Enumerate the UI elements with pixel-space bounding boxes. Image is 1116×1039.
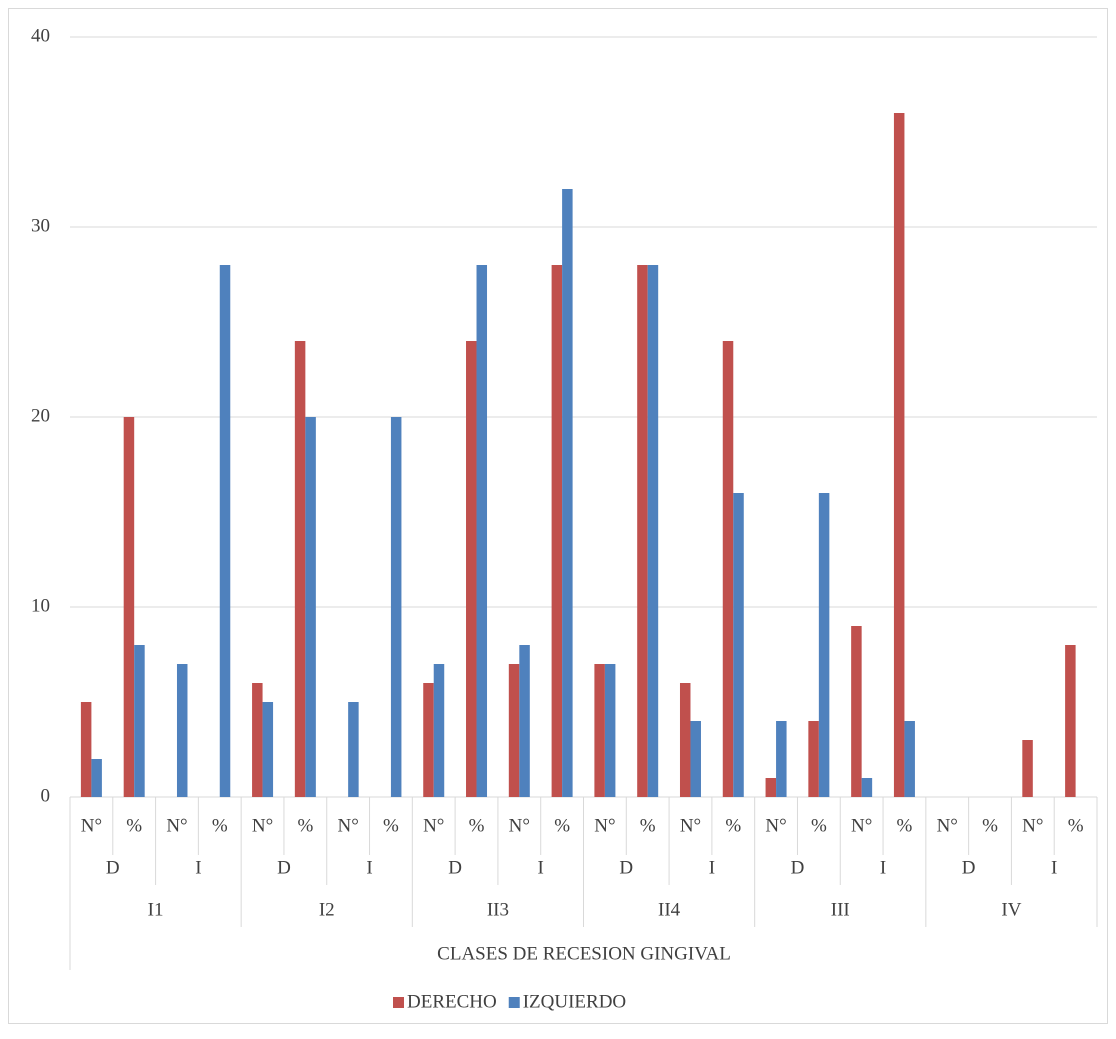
bar [647, 265, 659, 797]
x-tick-label: N° [765, 815, 786, 836]
x-tick-label: N° [594, 815, 615, 836]
bar [508, 664, 520, 797]
x-subgroup-label: D [448, 857, 462, 878]
x-subgroup-label: I [709, 857, 715, 878]
x-group-label: II3 [487, 899, 509, 920]
x-tick-label: N° [423, 815, 444, 836]
x-tick-label: N° [337, 815, 358, 836]
x-group-label: I1 [148, 899, 164, 920]
x-subgroup-label: I [366, 857, 372, 878]
x-subgroup-label: D [277, 857, 291, 878]
x-tick-label: % [897, 815, 913, 836]
legend-label: DERECHO [407, 991, 497, 1012]
bar [776, 721, 787, 797]
bar [1065, 645, 1076, 797]
x-subgroup-label: D [619, 857, 633, 878]
bar [519, 645, 530, 797]
x-tick-label: % [554, 815, 570, 836]
bar [1022, 740, 1033, 797]
x-subgroup-label: I [538, 857, 544, 878]
bar [818, 493, 830, 797]
x-subgroup-label: I [1051, 857, 1057, 878]
y-tick-label: 0 [41, 785, 51, 806]
bar [262, 702, 274, 797]
bar [80, 702, 92, 797]
x-subgroup-label: D [106, 857, 120, 878]
bar [808, 721, 819, 797]
bar [423, 683, 434, 797]
x-tick-label: % [811, 815, 827, 836]
x-group-label: I2 [319, 899, 335, 920]
x-subgroup-label: D [962, 857, 976, 878]
bar [219, 265, 231, 797]
x-tick-label: N° [252, 815, 273, 836]
y-tick-label: 10 [31, 595, 50, 616]
x-subgroup-label: I [880, 857, 886, 878]
bar [294, 341, 306, 797]
x-group-label: II4 [658, 899, 681, 920]
bar [594, 664, 605, 797]
bar [134, 645, 145, 797]
bar [765, 778, 777, 797]
bar [637, 265, 648, 797]
x-tick-label: % [383, 815, 399, 836]
x-tick-label: N° [937, 815, 958, 836]
legend-swatch [508, 997, 520, 1008]
legend-swatch [393, 997, 404, 1008]
bar [893, 113, 905, 797]
x-tick-label: N° [81, 815, 102, 836]
bar [91, 759, 102, 797]
x-subgroup-label: D [791, 857, 805, 878]
bar [690, 721, 701, 797]
bar [679, 683, 691, 797]
x-tick-label: N° [509, 815, 530, 836]
bar [604, 664, 616, 797]
x-tick-label: N° [166, 815, 187, 836]
bar [252, 683, 263, 797]
y-tick-label: 20 [31, 405, 50, 426]
bar [476, 265, 488, 797]
x-tick-label: % [126, 815, 142, 836]
bar [305, 417, 316, 797]
bar [433, 664, 445, 797]
x-tick-label: % [640, 815, 656, 836]
x-tick-label: N° [680, 815, 701, 836]
bar [562, 189, 573, 797]
x-group-label: III [831, 899, 850, 920]
bar [722, 341, 734, 797]
bar [551, 265, 563, 797]
x-tick-label: % [982, 815, 998, 836]
y-tick-label: 40 [31, 25, 50, 46]
bar [390, 417, 402, 797]
y-tick-label: 30 [31, 215, 50, 236]
x-tick-label: % [725, 815, 741, 836]
x-axis-title: CLASES DE RECESION GINGIVAL [437, 943, 731, 964]
bar [851, 626, 862, 797]
x-tick-label: N° [851, 815, 872, 836]
bar [861, 778, 873, 797]
x-subgroup-label: I [195, 857, 201, 878]
x-tick-label: % [469, 815, 485, 836]
bar [904, 721, 915, 797]
x-tick-label: % [297, 815, 313, 836]
bar [733, 493, 744, 797]
bar [466, 341, 477, 797]
bar [348, 702, 359, 797]
x-tick-label: % [1068, 815, 1084, 836]
bar [123, 417, 135, 797]
bar [176, 664, 188, 797]
x-group-label: IV [1001, 899, 1021, 920]
x-tick-label: % [212, 815, 228, 836]
x-tick-label: N° [1022, 815, 1043, 836]
legend-label: IZQUIERDO [523, 991, 626, 1012]
